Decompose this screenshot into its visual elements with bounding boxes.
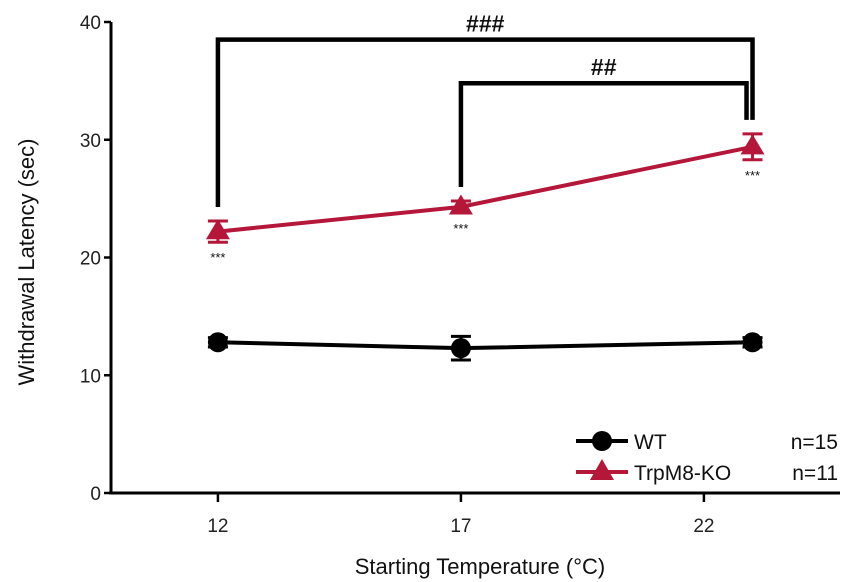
x-axis-title: Starting Temperature (°C)	[355, 554, 606, 579]
y-axis-title: Withdrawal Latency (sec)	[14, 139, 39, 386]
data-point	[740, 134, 765, 155]
y-tick-label: 0	[90, 484, 101, 505]
data-point	[742, 332, 763, 353]
series-layer: *** *** ***	[205, 132, 765, 362]
significance-brackets: #####	[215, 11, 755, 207]
y-tick-label: 40	[80, 13, 101, 34]
significance-bracket	[215, 37, 755, 207]
y-tick-label: 10	[80, 366, 101, 387]
significance-label: ##	[591, 54, 617, 80]
significance-stars: ***	[745, 168, 760, 183]
y-axis: 0 10 20 30 40	[80, 13, 113, 505]
legend-marker	[590, 459, 614, 480]
legend-marker	[592, 431, 612, 451]
significance-bracket	[458, 80, 749, 187]
significance-stars: ***	[210, 250, 225, 265]
legend-n-label: n=11	[792, 462, 838, 485]
legend-label: TrpM8-KO	[634, 462, 731, 485]
x-tick-label: 22	[693, 516, 714, 537]
legend-label: WT	[634, 431, 667, 454]
data-point	[448, 194, 473, 215]
x-axis: 12 17 22	[109, 491, 840, 537]
x-tick-label: 12	[207, 516, 228, 537]
x-tick-label: 17	[450, 516, 471, 537]
significance-label: ###	[466, 11, 505, 37]
y-tick-label: 30	[80, 131, 101, 152]
data-point	[450, 338, 471, 359]
data-point	[207, 332, 228, 353]
data-point	[205, 219, 230, 240]
legend: WT n=15 TrpM8-KO n=11	[576, 431, 838, 485]
series-line	[217, 144, 753, 234]
legend-n-label: n=15	[791, 431, 838, 454]
series-line	[217, 340, 753, 351]
y-tick-label: 20	[80, 249, 101, 270]
significance-stars: ***	[453, 221, 468, 236]
